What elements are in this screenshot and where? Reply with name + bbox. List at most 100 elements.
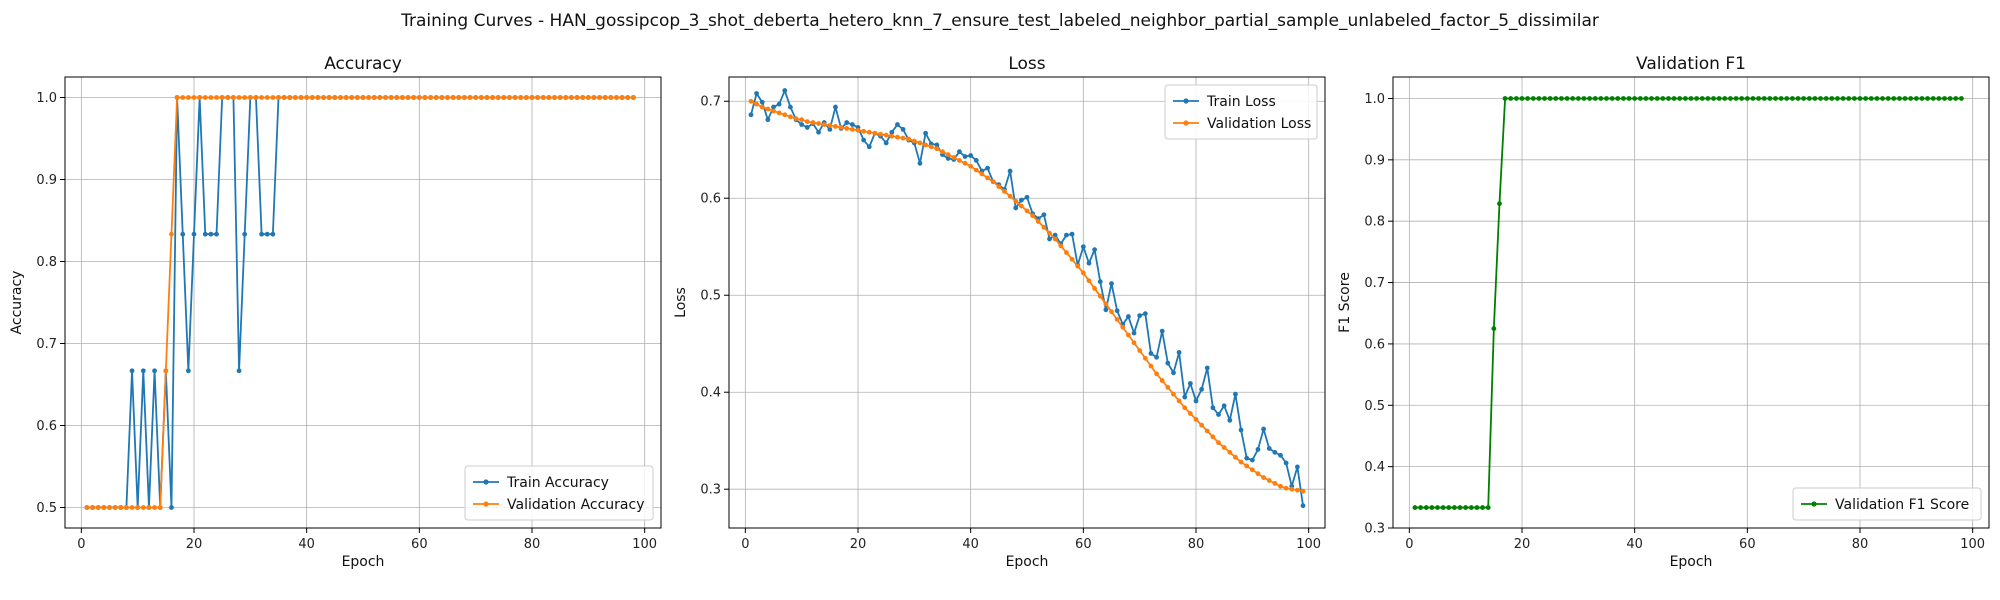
data-point [1947,96,1953,101]
y-tick-label: 0.6 [700,192,721,207]
legend-entry: Train Loss [1206,94,1276,110]
data-point [900,126,906,132]
legend: Train Accuracy Validation Accuracy [464,465,654,521]
data-point [883,140,889,146]
legend-marker [1811,501,1817,507]
x-tick-label: 100 [1960,537,1985,552]
data-point [478,95,484,100]
data-point [1643,96,1649,101]
data-point [625,95,631,100]
data-point [163,368,169,374]
data-point [962,154,968,159]
data-point [1840,96,1846,101]
data-point [490,95,495,100]
data-point [552,95,557,100]
data-point [979,171,985,177]
data-point [501,95,507,100]
data-point [276,95,281,100]
data-point [1120,324,1126,330]
data-point [754,101,759,107]
data-point [1671,96,1677,101]
data-point [1536,96,1542,101]
data-point [1204,365,1210,371]
data-point [849,126,855,132]
data-point [1159,378,1165,383]
y-axis-label: F1 Score [1337,272,1353,333]
data-point [259,95,264,100]
x-tick-label: 20 [1514,537,1531,552]
data-point [861,137,867,143]
data-point [1897,96,1902,101]
data-point [1092,247,1097,253]
data-point [1795,96,1801,101]
data-point [169,231,174,237]
y-tick-label: 1.0 [1364,92,1385,107]
series-1 [84,95,636,510]
data-point [957,158,962,163]
data-point [985,165,990,171]
y-tick-label: 0.9 [36,173,57,188]
data-point [990,179,996,185]
data-point [748,98,754,104]
data-point [1857,96,1863,101]
data-point [917,140,923,146]
data-point [923,142,928,148]
data-point [202,231,208,237]
data-point [1429,505,1435,510]
data-point [1018,197,1024,203]
x-tick-label: 20 [186,537,203,552]
data-point [1913,96,1919,101]
data-point [247,95,253,100]
data-point [157,505,163,510]
data-point [1463,505,1469,510]
data-point [597,95,602,100]
data-point [236,95,242,100]
data-point [631,95,636,100]
data-point [1530,96,1536,101]
x-tick-label: 100 [1296,537,1321,552]
data-point [1581,96,1587,101]
y-tick-label: 0.5 [36,501,57,516]
data-point [1688,96,1694,101]
data-point [1806,96,1812,101]
data-point [895,122,900,127]
data-point [84,505,90,510]
data-point [1007,168,1013,174]
data-point [1159,328,1165,334]
data-point [1677,96,1683,101]
data-point [1604,96,1609,101]
data-point [1733,96,1739,101]
data-point [1497,201,1502,207]
data-point [129,505,135,510]
data-point [1570,96,1576,101]
data-point [968,153,974,158]
data-point [1041,224,1047,230]
data-point [1148,351,1154,356]
data-point [889,129,895,135]
data-point [152,505,157,510]
data-point [1187,381,1193,386]
data-point [112,505,118,510]
data-point [264,231,270,237]
data-point [1756,96,1761,101]
data-point [1637,96,1643,101]
data-point [1238,459,1244,465]
data-point [95,505,101,510]
data-point [270,231,276,237]
data-point [985,175,990,181]
data-point [591,95,597,100]
data-point [1598,96,1604,101]
data-point [1902,96,1908,101]
data-point [428,95,433,100]
data-point [1249,467,1255,473]
data-point [821,122,827,127]
data-point [180,231,186,237]
series-1 [1412,96,1964,510]
data-point [771,108,776,114]
x-tick-label: 0 [741,537,749,552]
data-point [895,134,900,140]
data-point [1829,96,1835,101]
data-point [1300,503,1306,509]
data-point [580,95,586,100]
data-point [585,95,591,100]
